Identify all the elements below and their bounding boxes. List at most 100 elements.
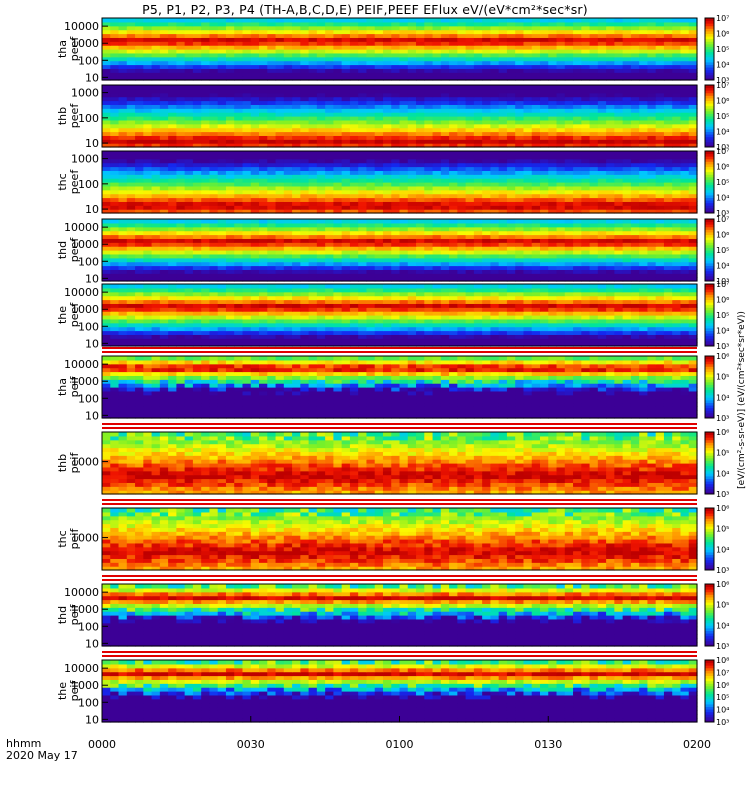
spectrogram-cell	[614, 261, 624, 267]
spectrogram-cell	[126, 116, 136, 121]
spectrogram-cell	[102, 25, 111, 31]
spectrogram-cell	[606, 189, 615, 195]
spectrogram-cell	[473, 250, 483, 255]
spectrogram-cell	[515, 342, 525, 347]
spectrogram-cell	[407, 182, 417, 187]
spectrogram-cell	[242, 250, 252, 255]
spectrogram-cell	[391, 201, 401, 206]
spectrogram-cell	[382, 219, 392, 224]
spectrogram-cell	[407, 85, 417, 90]
spectrogram-cell	[110, 158, 120, 164]
spectrogram-cell	[457, 60, 467, 66]
spectrogram-cell	[589, 158, 599, 164]
spectrogram-cell	[399, 197, 409, 202]
spectrogram-cell	[283, 104, 293, 109]
spectrogram-cell	[184, 257, 194, 263]
spectrogram-cell	[416, 139, 425, 144]
spectrogram-cell	[176, 342, 186, 347]
spectrogram-cell	[449, 234, 458, 239]
spectrogram-cell	[151, 342, 161, 347]
spectrogram-cell	[316, 201, 326, 206]
spectrogram-cell	[217, 21, 227, 27]
spectrogram-cell	[647, 170, 657, 175]
spectrogram-cell	[498, 174, 508, 179]
spectrogram-cell	[407, 201, 417, 206]
spectrogram-cell	[416, 49, 425, 54]
spectrogram-cell	[639, 76, 649, 81]
spectrogram-cell	[506, 250, 516, 255]
spectrogram-cell	[407, 68, 417, 73]
spectrogram-cell	[135, 185, 144, 191]
spectrogram-cell	[440, 33, 450, 38]
spectrogram-cell	[391, 226, 401, 232]
spectrogram-cell	[622, 131, 632, 136]
spectrogram-cell	[556, 96, 566, 102]
spectrogram-cell	[523, 104, 533, 109]
spectrogram-cell	[234, 56, 244, 62]
spectrogram-cell	[424, 158, 434, 164]
spectrogram-cell	[539, 334, 549, 339]
spectrogram-cell	[325, 197, 334, 202]
spectrogram-cell	[201, 201, 211, 206]
spectrogram-cell	[250, 37, 260, 42]
spectrogram-cell	[597, 250, 607, 255]
spectrogram-cell	[655, 139, 665, 144]
spectrogram-cell	[135, 265, 144, 270]
spectrogram-cell	[151, 100, 161, 105]
spectrogram-cell	[548, 29, 558, 35]
spectrogram-cell	[126, 119, 136, 125]
spectrogram-cell	[275, 76, 285, 81]
spectrogram-cell	[176, 174, 186, 179]
spectrogram-cell	[358, 68, 368, 73]
spectrogram-cell	[366, 52, 376, 58]
spectrogram-cell	[424, 88, 434, 94]
spectrogram-cell	[159, 170, 169, 175]
spectrogram-cell	[432, 52, 442, 58]
spectrogram-cell	[292, 193, 301, 199]
spectrogram-cell	[209, 170, 219, 175]
spectrogram-cell	[176, 29, 186, 35]
spectrogram-cell	[655, 166, 665, 171]
spectrogram-cell	[432, 151, 442, 156]
spectrogram-cell	[102, 60, 111, 66]
spectrogram-cell	[573, 234, 582, 239]
spectrogram-cell	[110, 273, 120, 278]
spectrogram-cell	[184, 29, 194, 35]
spectrogram-cell	[581, 209, 591, 214]
spectrogram-cell	[539, 193, 549, 199]
spectrogram-cell	[176, 92, 186, 98]
spectrogram-cell	[325, 45, 334, 50]
spectrogram-cell	[341, 269, 351, 274]
spectrogram-cell	[680, 18, 690, 23]
y-axis-label: peef	[68, 169, 81, 195]
spectrogram-cell	[151, 222, 161, 228]
spectrogram-cell	[680, 230, 690, 236]
spectrogram-cell	[457, 277, 467, 282]
spectrogram-cell	[614, 273, 624, 278]
spectrogram-cell	[374, 273, 384, 278]
spectrogram-cell	[143, 56, 153, 62]
spectrogram-cell	[581, 257, 591, 263]
spectrogram-cell	[498, 21, 508, 27]
spectrogram-cell	[672, 100, 682, 105]
spectrogram-cell	[490, 37, 500, 42]
spectrogram-cell	[316, 226, 326, 232]
spectrogram-cell	[217, 56, 227, 62]
spectrogram-cell	[192, 273, 202, 278]
spectrogram-cell	[639, 193, 649, 199]
spectrogram-cell	[440, 222, 450, 228]
spectrogram-cell	[242, 226, 252, 232]
spectrogram-cell	[614, 182, 624, 187]
spectrogram-cell	[349, 209, 359, 214]
colorbar-segment	[705, 139, 714, 143]
spectrogram-cell	[192, 33, 202, 38]
spectrogram-cell	[440, 257, 450, 263]
spectrogram-cell	[663, 277, 673, 282]
spectrogram-cell	[168, 269, 177, 274]
spectrogram-cell	[498, 158, 508, 164]
spectrogram-cell	[374, 197, 384, 202]
spectrogram-cell	[316, 273, 326, 278]
spectrogram-cell	[382, 158, 392, 164]
spectrogram-cell	[523, 182, 533, 187]
spectrogram-cell	[234, 37, 244, 42]
